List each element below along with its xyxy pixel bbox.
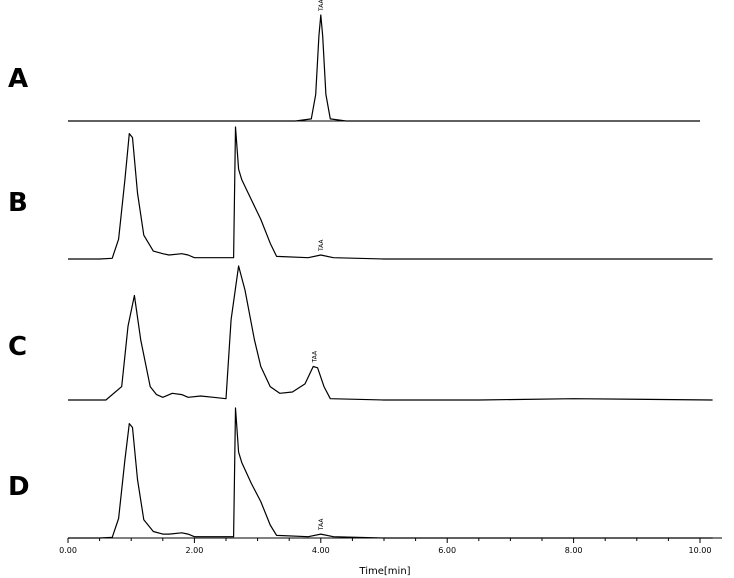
chromatogram-trace bbox=[68, 14, 700, 122]
x-tick-label: 8.00 bbox=[565, 546, 583, 555]
panel-label: C bbox=[8, 332, 27, 362]
x-tick-label: 2.00 bbox=[185, 546, 203, 555]
time-axis: 0.00 2.00 4.00 6.00 8.00 10.00 bbox=[59, 537, 722, 555]
panel-a: A TAA bbox=[8, 0, 700, 122]
panel-c: C TAA bbox=[8, 265, 713, 401]
peak-label-taa: TAA bbox=[318, 0, 325, 12]
peak-label-taa: TAA bbox=[318, 239, 325, 252]
chromatogram-trace bbox=[68, 126, 713, 260]
chromatogram-trace bbox=[68, 265, 713, 401]
x-tick-label: 6.00 bbox=[438, 546, 456, 555]
panel-b: B TAA bbox=[8, 126, 713, 260]
chromatogram-trace bbox=[68, 407, 713, 539]
peak-label-taa: TAA bbox=[318, 518, 325, 531]
panel-d: D TAA bbox=[8, 407, 713, 539]
x-axis-title: Time[min] bbox=[358, 566, 410, 577]
x-tick-label: 4.00 bbox=[312, 546, 330, 555]
panel-label: A bbox=[8, 64, 28, 94]
panel-label: D bbox=[8, 472, 30, 502]
chromatogram-panels: A TAA B TAA C TAA D TAA bbox=[8, 0, 713, 539]
x-tick-label: 0.00 bbox=[59, 546, 77, 555]
panel-label: B bbox=[8, 188, 28, 218]
x-tick-label: 10.00 bbox=[689, 546, 712, 555]
peak-label-taa: TAA bbox=[311, 350, 318, 363]
